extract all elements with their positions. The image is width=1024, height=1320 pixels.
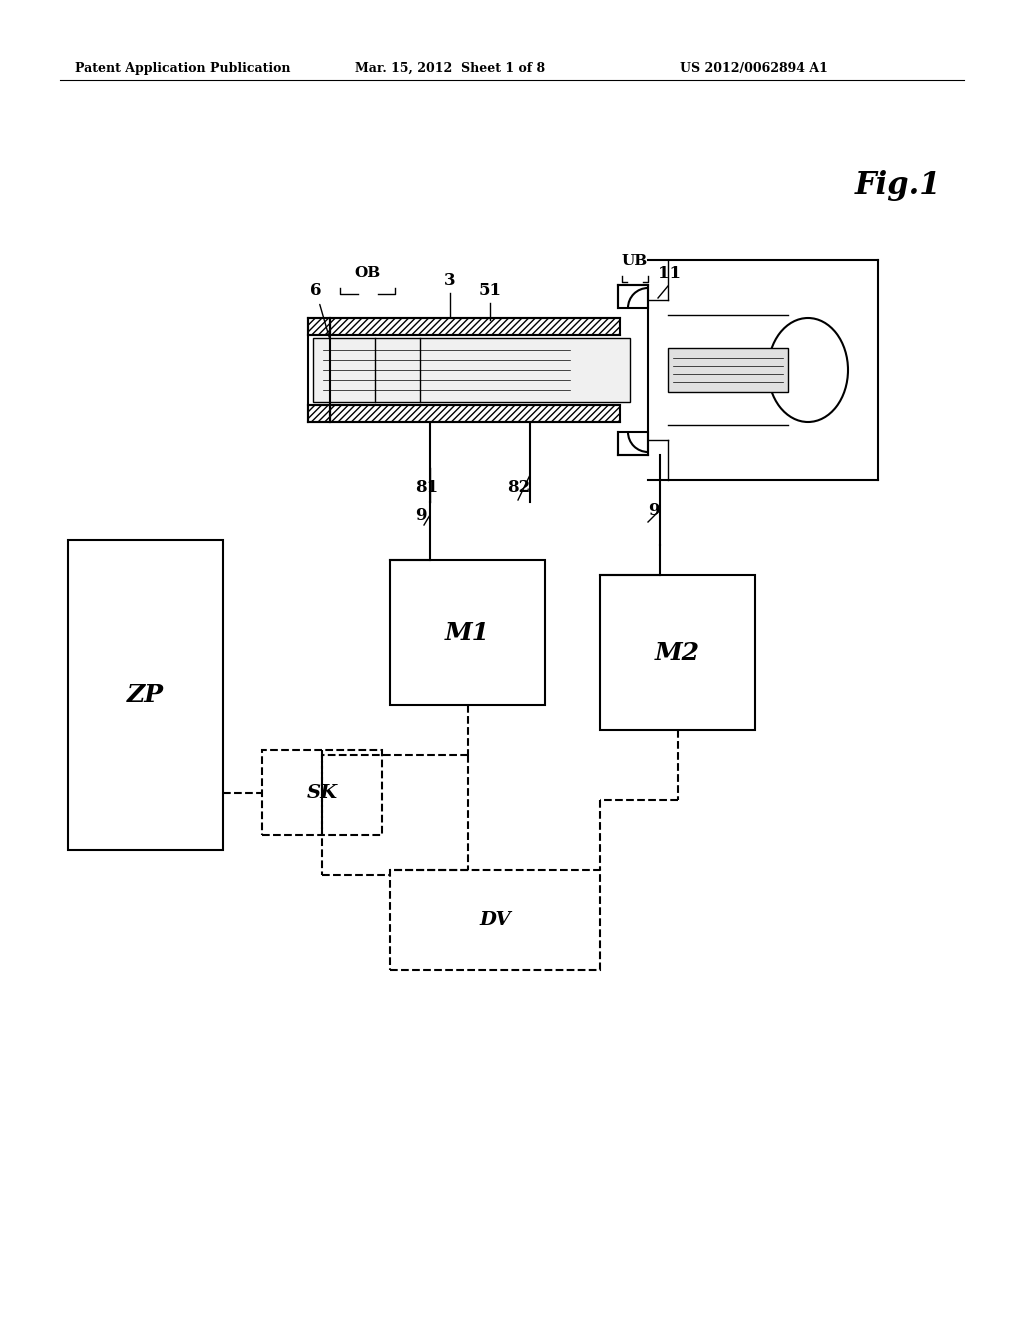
Bar — [262, 750, 382, 836]
Text: 6: 6 — [310, 282, 330, 338]
Polygon shape — [313, 338, 630, 403]
Text: OB: OB — [354, 267, 381, 280]
Text: 3: 3 — [444, 272, 456, 289]
Bar — [390, 870, 600, 970]
Polygon shape — [668, 348, 788, 392]
Text: 11: 11 — [658, 265, 682, 282]
Text: 51: 51 — [478, 282, 502, 300]
Text: Patent Application Publication: Patent Application Publication — [75, 62, 291, 75]
Bar — [390, 560, 545, 705]
Ellipse shape — [768, 318, 848, 422]
Text: 9: 9 — [648, 502, 659, 519]
Text: UB: UB — [622, 253, 648, 268]
Polygon shape — [330, 318, 620, 335]
Text: 82: 82 — [507, 479, 530, 496]
Bar — [68, 540, 223, 850]
Polygon shape — [618, 432, 648, 455]
Text: 9: 9 — [415, 507, 427, 524]
Text: US 2012/0062894 A1: US 2012/0062894 A1 — [680, 62, 827, 75]
Text: M2: M2 — [655, 640, 700, 664]
Text: M1: M1 — [445, 620, 490, 644]
Polygon shape — [308, 405, 330, 422]
Bar — [600, 576, 755, 730]
Text: DV: DV — [479, 911, 511, 929]
Text: 81: 81 — [415, 479, 438, 496]
Text: ZP: ZP — [127, 682, 164, 708]
Polygon shape — [308, 318, 330, 335]
Text: SK: SK — [306, 784, 338, 801]
Polygon shape — [618, 285, 648, 308]
Text: Fig.1: Fig.1 — [855, 170, 941, 201]
Polygon shape — [330, 405, 620, 422]
Text: Mar. 15, 2012  Sheet 1 of 8: Mar. 15, 2012 Sheet 1 of 8 — [355, 62, 545, 75]
